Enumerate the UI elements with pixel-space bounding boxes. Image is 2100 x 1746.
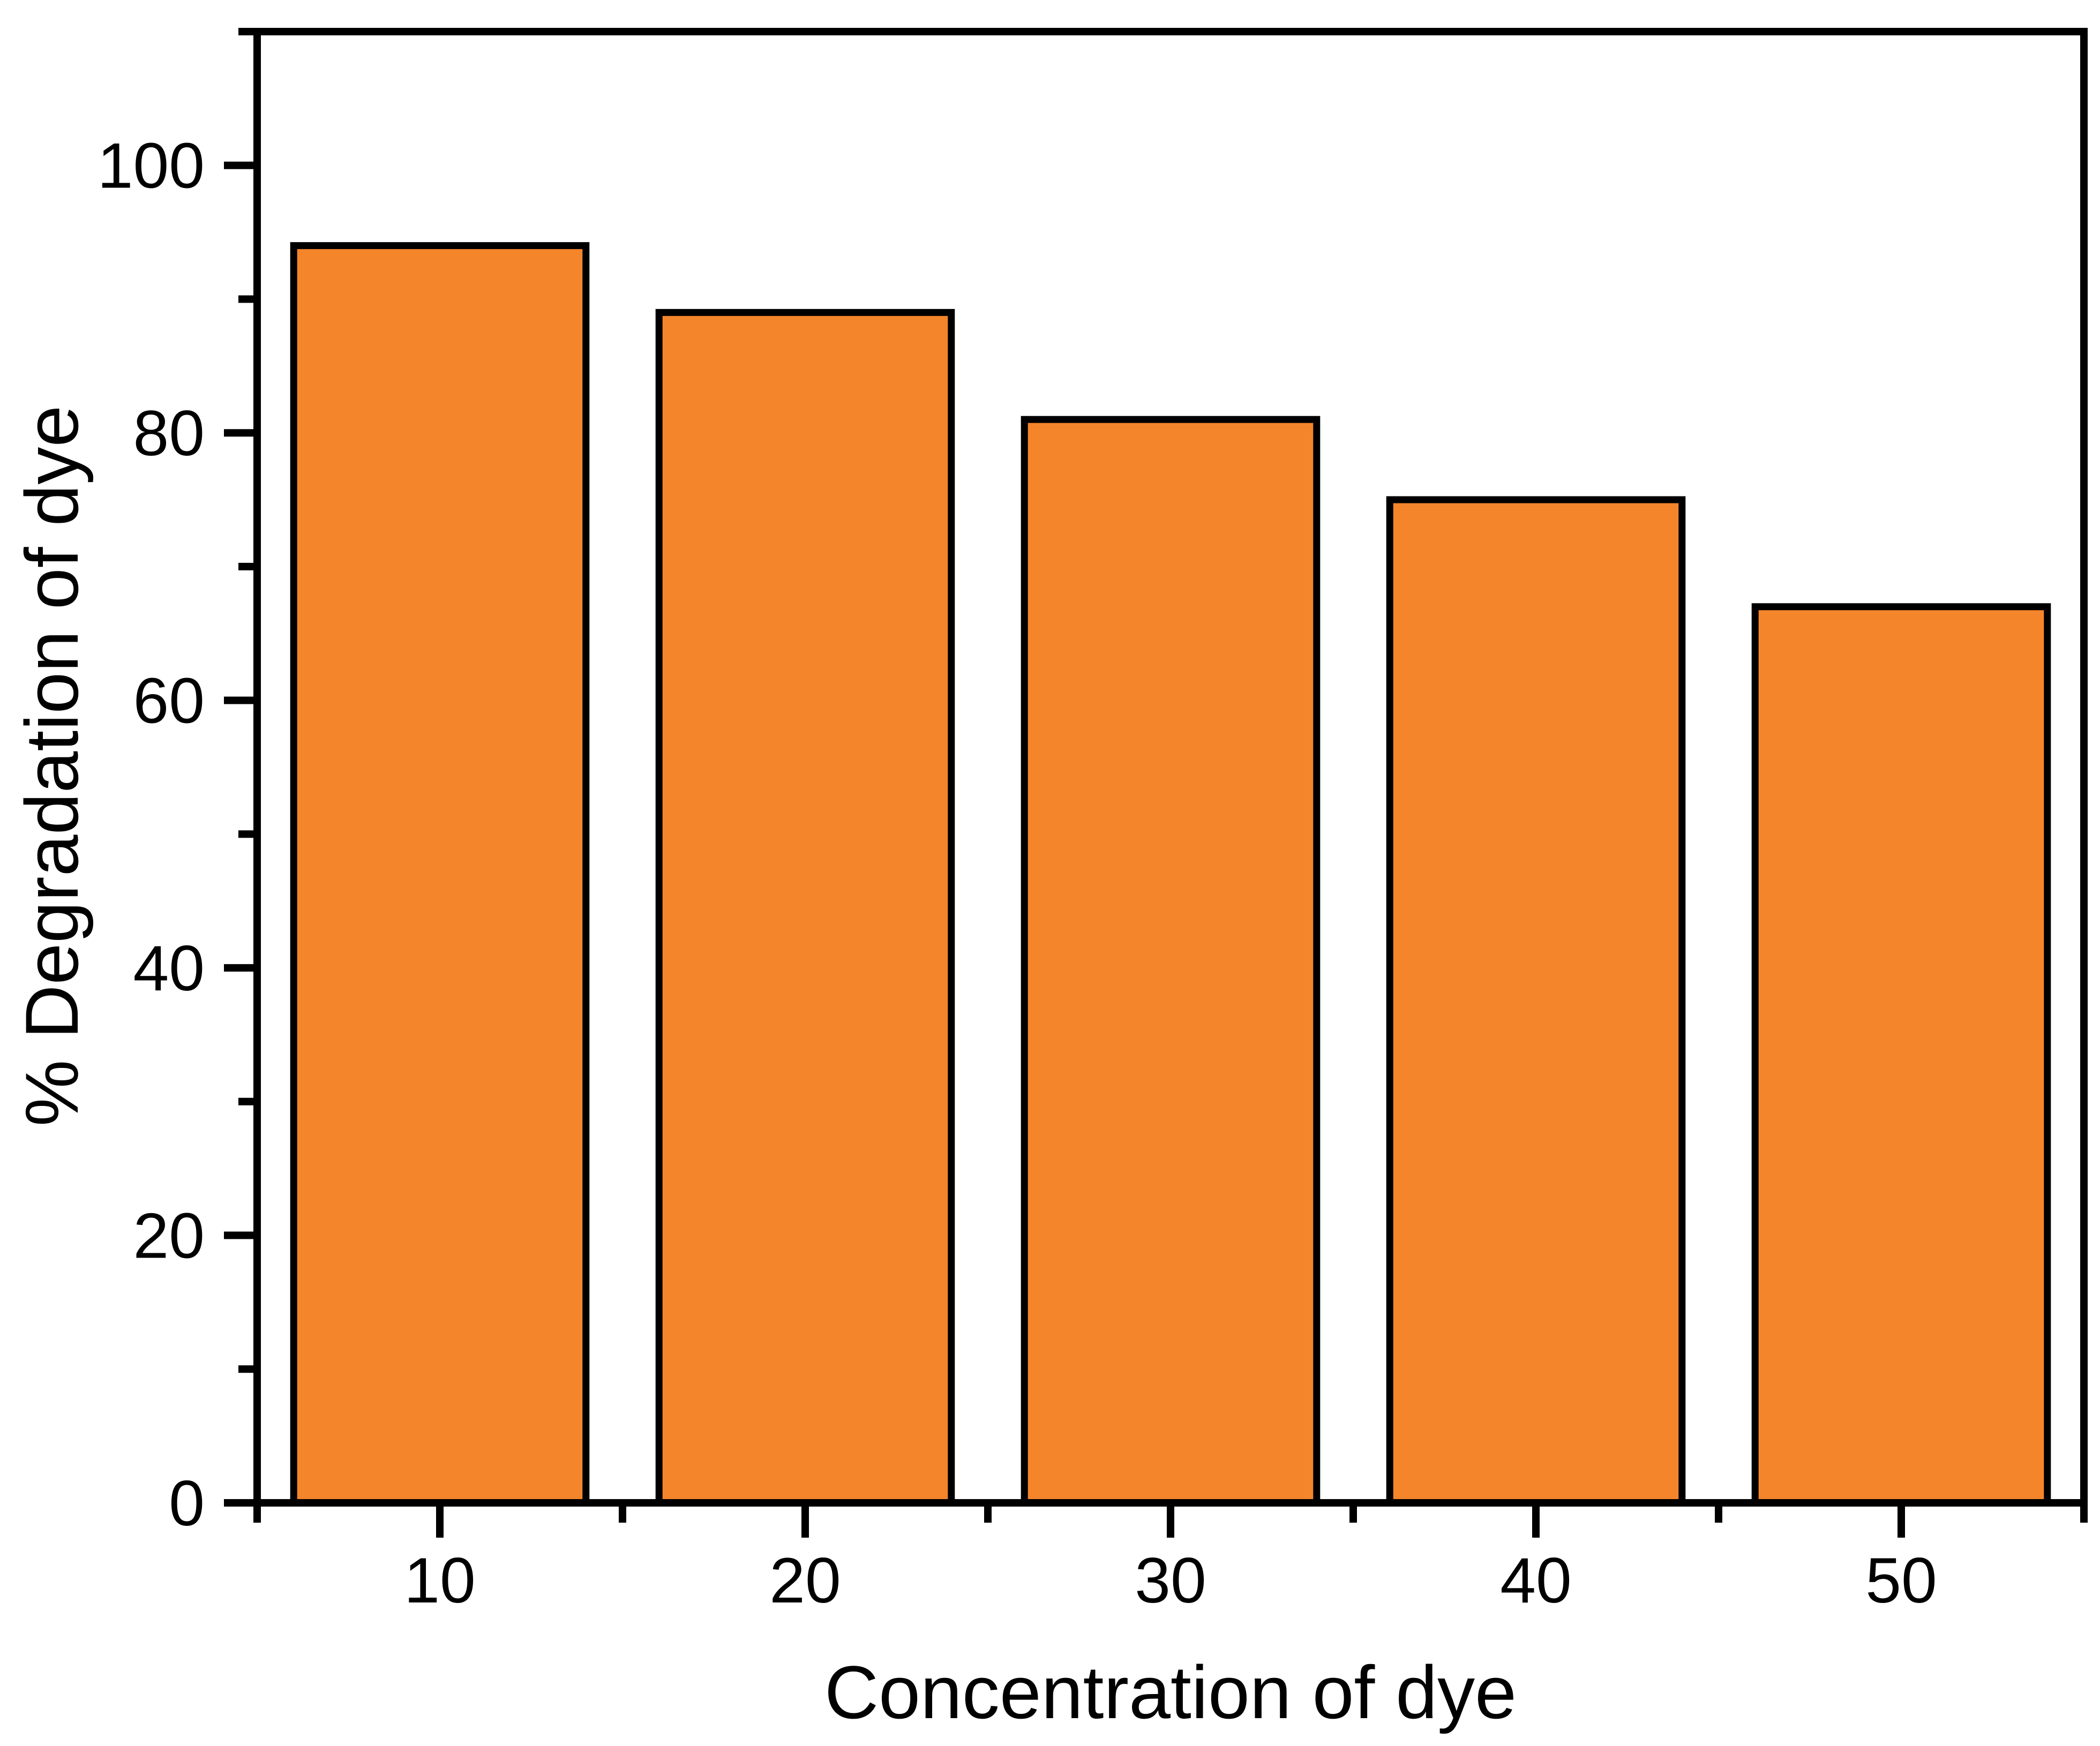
y-tick-label: 60: [133, 665, 205, 737]
plot-border: [253, 28, 2088, 1507]
y-tick-label: 100: [98, 130, 205, 202]
x-tick-label: 50: [1865, 1545, 1937, 1616]
x-axis-title: Concentration of dye: [824, 1650, 1517, 1734]
bar: [1386, 496, 1686, 1507]
y-tick-label: 20: [133, 1200, 205, 1272]
x-tick-label: 30: [1135, 1545, 1206, 1616]
bar: [655, 308, 955, 1507]
y-tick-label: 80: [133, 397, 205, 469]
axis-ticks-group: [224, 28, 2088, 1538]
y-axis-title: % Degradation of dye: [10, 405, 94, 1126]
bar: [1751, 603, 2051, 1507]
x-tick-label: 10: [404, 1545, 475, 1616]
bars-group: [290, 242, 2051, 1507]
bar: [290, 242, 590, 1507]
x-tick-label: 40: [1500, 1545, 1571, 1616]
tick-labels-group: 0 20 40 60 80 100 10 20 30 40 50: [98, 130, 1937, 1616]
x-tick-label: 20: [769, 1545, 841, 1616]
y-tick-label: 40: [133, 932, 205, 1004]
y-tick-label: 0: [169, 1467, 205, 1539]
bar: [1021, 416, 1321, 1507]
